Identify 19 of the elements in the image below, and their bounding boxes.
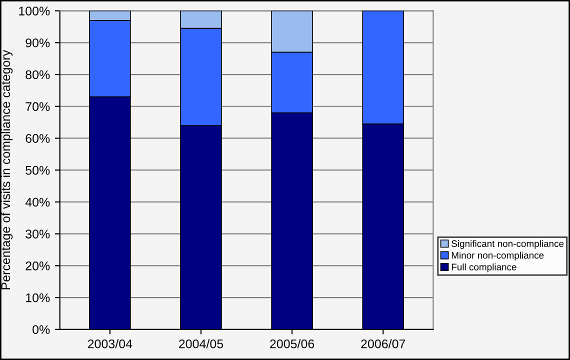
y-tick-label: 10% [26,293,50,302]
y-tick-label: 30% [26,230,50,238]
y-tick-label: 80% [26,70,50,80]
y-tick-label: 40% [25,198,50,207]
x-tick-label: 2003/04 [88,339,132,348]
y-tick-label: 0% [32,325,50,334]
legend-label: Minor non-compliance [452,252,544,261]
y-tick-label: 100% [19,6,50,16]
x-tick-label: 2005/06 [270,339,314,348]
y-tick-label: 70% [26,102,50,112]
y-axis-title: Percentage of visits in compliance category [0,50,13,290]
x-tick-label: 2004/05 [179,339,224,348]
x-tick-label: 2006/07 [361,339,406,348]
y-tick-label: 50% [26,166,50,175]
y-tick-label: 20% [26,261,50,270]
legend-label: Significant non-compliance [452,240,564,249]
legend-label: Full compliance [452,263,516,272]
y-tick-label: 60% [26,134,50,143]
y-tick-label: 90% [26,38,50,48]
